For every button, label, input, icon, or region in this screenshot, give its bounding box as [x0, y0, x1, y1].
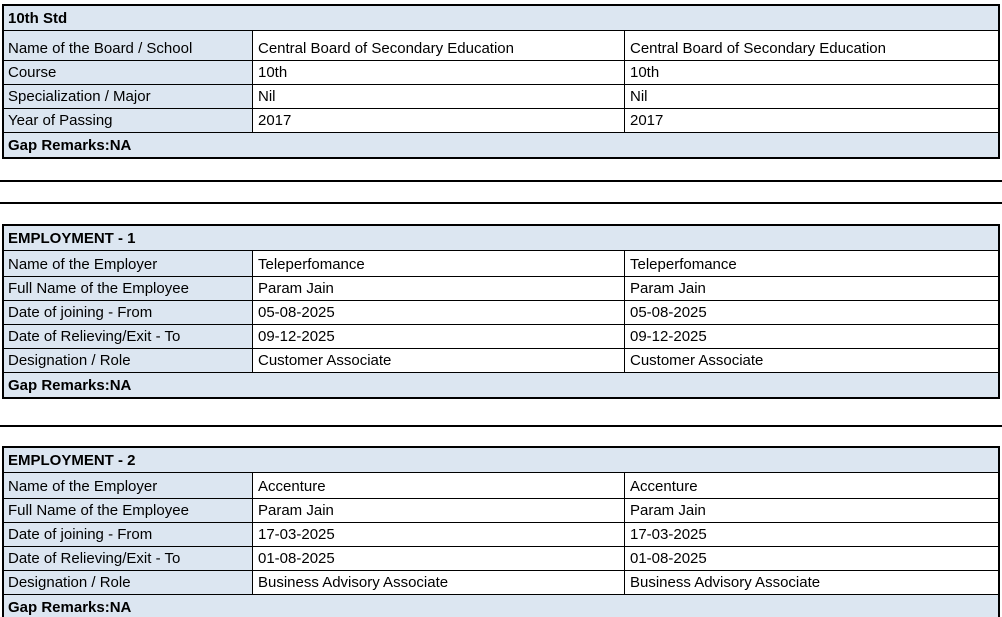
table-row: Date of Relieving/Exit - To 09-12-2025 0… [4, 324, 998, 348]
row-value-2: 2017 [625, 108, 998, 132]
row-value-1: Param Jain [253, 276, 625, 300]
section-header-row: EMPLOYMENT - 2 [4, 448, 998, 472]
row-label: Designation / Role [4, 570, 253, 594]
row-value-2: 10th [625, 60, 998, 84]
row-label: Course [4, 60, 253, 84]
row-label: Name of the Employer [4, 472, 253, 498]
section-table: EMPLOYMENT - 1 Name of the Employer Tele… [2, 224, 1000, 399]
empty-row-border [0, 202, 1002, 204]
table-row: Year of Passing 2017 2017 [4, 108, 998, 132]
row-value-2: Param Jain [625, 498, 998, 522]
section-gap [0, 182, 1002, 202]
row-label: Name of the Board / School [4, 30, 253, 60]
row-label: Date of Relieving/Exit - To [4, 324, 253, 348]
section-gap [0, 427, 1002, 446]
table-row: Name of the Board / School Central Board… [4, 30, 998, 60]
table-row: Name of the Employer Teleperfomance Tele… [4, 250, 998, 276]
section-gap [0, 159, 1002, 180]
row-value-2: 01-08-2025 [625, 546, 998, 570]
row-value-1: 17-03-2025 [253, 522, 625, 546]
table-row: Date of joining - From 05-08-2025 05-08-… [4, 300, 998, 324]
row-value-2: Business Advisory Associate [625, 570, 998, 594]
section-footer: Gap Remarks:NA [8, 599, 132, 616]
row-value-1: 10th [253, 60, 625, 84]
table-row: Date of joining - From 17-03-2025 17-03-… [4, 522, 998, 546]
section-title: 10th Std [8, 10, 68, 27]
row-value-1: Teleperfomance [253, 250, 625, 276]
table-row: Designation / Role Business Advisory Ass… [4, 570, 998, 594]
row-value-2: 17-03-2025 [625, 522, 998, 546]
table-row: Date of Relieving/Exit - To 01-08-2025 0… [4, 546, 998, 570]
section-table: 10th Std Name of the Board / School Cent… [2, 4, 1000, 159]
table-row: Full Name of the Employee Param Jain Par… [4, 276, 998, 300]
row-label: Designation / Role [4, 348, 253, 372]
section-gap [0, 399, 1002, 425]
row-value-1: Accenture [253, 472, 625, 498]
section-title: EMPLOYMENT - 1 [8, 230, 136, 247]
row-label: Specialization / Major [4, 84, 253, 108]
section-rows: Name of the Board / School Central Board… [4, 30, 998, 132]
row-value-2: 05-08-2025 [625, 300, 998, 324]
section-footer: Gap Remarks:NA [8, 377, 132, 394]
table-row: Designation / Role Customer Associate Cu… [4, 348, 998, 372]
row-value-1: 05-08-2025 [253, 300, 625, 324]
row-value-1: Param Jain [253, 498, 625, 522]
row-value-1: 01-08-2025 [253, 546, 625, 570]
gap-remarks-row: Gap Remarks:NA [4, 132, 998, 157]
empty-row-border [0, 425, 1002, 427]
row-value-1: 2017 [253, 108, 625, 132]
row-label: Name of the Employer [4, 250, 253, 276]
row-value-2: Teleperfomance [625, 250, 998, 276]
row-label: Full Name of the Employee [4, 276, 253, 300]
row-label: Date of joining - From [4, 300, 253, 324]
row-value-2: Nil [625, 84, 998, 108]
row-value-2: 09-12-2025 [625, 324, 998, 348]
section-footer: Gap Remarks:NA [8, 137, 132, 154]
row-value-1: Business Advisory Associate [253, 570, 625, 594]
row-value-1: 09-12-2025 [253, 324, 625, 348]
gap-remarks-row: Gap Remarks:NA [4, 372, 998, 397]
table-row: Course 10th 10th [4, 60, 998, 84]
row-value-2: Accenture [625, 472, 998, 498]
row-value-2: Customer Associate [625, 348, 998, 372]
gap-remarks-row: Gap Remarks:NA [4, 594, 998, 617]
row-value-1: Nil [253, 84, 625, 108]
row-label: Year of Passing [4, 108, 253, 132]
section-header-row: 10th Std [4, 6, 998, 30]
section-gap [0, 204, 1002, 224]
row-label: Date of Relieving/Exit - To [4, 546, 253, 570]
row-value-2: Param Jain [625, 276, 998, 300]
section-title: EMPLOYMENT - 2 [8, 452, 136, 469]
table-row: Specialization / Major Nil Nil [4, 84, 998, 108]
row-value-2: Central Board of Secondary Education [625, 30, 998, 60]
empty-row-border [0, 180, 1002, 182]
table-row: Full Name of the Employee Param Jain Par… [4, 498, 998, 522]
table-row: Name of the Employer Accenture Accenture [4, 472, 998, 498]
row-value-1: Central Board of Secondary Education [253, 30, 625, 60]
row-value-1: Customer Associate [253, 348, 625, 372]
section-header-row: EMPLOYMENT - 1 [4, 226, 998, 250]
row-label: Date of joining - From [4, 522, 253, 546]
section-table: EMPLOYMENT - 2 Name of the Employer Acce… [2, 446, 1000, 617]
row-label: Full Name of the Employee [4, 498, 253, 522]
section-rows: Name of the Employer Accenture Accenture… [4, 472, 998, 594]
section-rows: Name of the Employer Teleperfomance Tele… [4, 250, 998, 372]
